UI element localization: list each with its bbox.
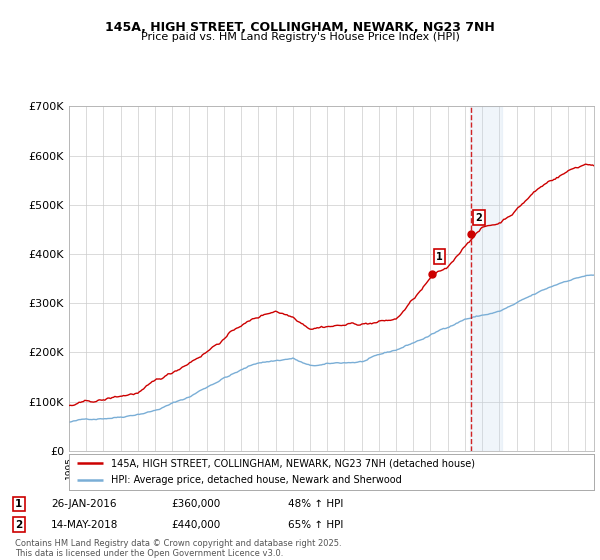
Text: 2: 2 [15,520,22,530]
Text: 48% ↑ HPI: 48% ↑ HPI [288,499,343,509]
Text: Contains HM Land Registry data © Crown copyright and database right 2025.: Contains HM Land Registry data © Crown c… [15,539,341,548]
Text: £360,000: £360,000 [171,499,220,509]
Text: 65% ↑ HPI: 65% ↑ HPI [288,520,343,530]
Text: 26-JAN-2016: 26-JAN-2016 [51,499,116,509]
Text: 145A, HIGH STREET, COLLINGHAM, NEWARK, NG23 7NH (detached house): 145A, HIGH STREET, COLLINGHAM, NEWARK, N… [111,459,475,468]
Bar [470,106,502,451]
Text: 14-MAY-2018: 14-MAY-2018 [51,520,118,530]
Text: 1: 1 [436,252,443,262]
Text: 145A, HIGH STREET, COLLINGHAM, NEWARK, NG23 7NH: 145A, HIGH STREET, COLLINGHAM, NEWARK, N… [105,21,495,34]
Text: 2: 2 [476,213,482,222]
Text: 1: 1 [15,499,22,509]
Text: This data is licensed under the Open Government Licence v3.0.: This data is licensed under the Open Gov… [15,549,283,558]
Text: HPI: Average price, detached house, Newark and Sherwood: HPI: Average price, detached house, Newa… [111,475,402,485]
Text: Price paid vs. HM Land Registry's House Price Index (HPI): Price paid vs. HM Land Registry's House … [140,32,460,43]
Text: £440,000: £440,000 [171,520,220,530]
